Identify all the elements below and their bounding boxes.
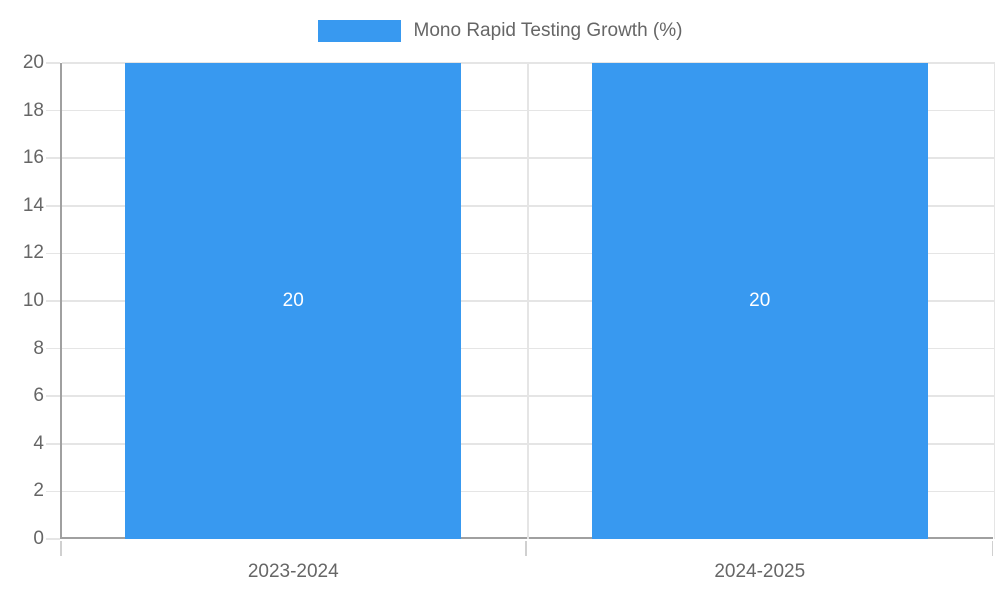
- gridline: [62, 443, 995, 445]
- y-axis-tick: [46, 252, 60, 255]
- x-axis-tick: [991, 541, 993, 556]
- y-axis-tick: [46, 109, 60, 112]
- y-tick-label: 6: [33, 385, 44, 407]
- y-axis-tick: [46, 62, 60, 64]
- gridline: [62, 252, 995, 255]
- x-tick-label: 2024-2025: [714, 561, 806, 582]
- y-axis-tick: [46, 538, 60, 540]
- legend-item[interactable]: Mono Rapid Testing Growth (%): [317, 20, 683, 42]
- y-tick-label: 4: [33, 432, 44, 454]
- bar[interactable]: [125, 63, 462, 539]
- x-axis-tick: [525, 541, 527, 556]
- plot-area: [60, 62, 995, 539]
- gridline: [527, 63, 529, 539]
- y-tick-label: 16: [22, 147, 44, 169]
- gridline: [62, 62, 995, 64]
- gridline: [62, 157, 995, 159]
- y-tick-label: 20: [22, 52, 44, 73]
- gridline: [62, 300, 995, 302]
- gridline: [993, 63, 995, 539]
- y-axis-tick: [46, 443, 60, 445]
- x-axis-tick: [60, 541, 62, 556]
- gridline: [62, 395, 995, 397]
- y-axis-tick: [46, 490, 60, 493]
- chart-legend: Mono Rapid Testing Growth (%): [0, 20, 1000, 42]
- y-tick-label: 0: [33, 528, 44, 549]
- y-tick-label: 8: [33, 337, 44, 359]
- y-axis-tick: [46, 157, 60, 159]
- legend-label: Mono Rapid Testing Growth (%): [413, 20, 683, 41]
- y-tick-label: 2: [33, 480, 44, 502]
- y-axis-tick: [46, 395, 60, 397]
- gridline: [62, 490, 995, 493]
- bar-value-label: 20: [749, 290, 771, 311]
- legend-swatch-icon: [317, 20, 401, 42]
- gridline: [62, 347, 995, 350]
- bar[interactable]: [591, 63, 928, 539]
- y-tick-label: 18: [22, 99, 44, 121]
- y-axis-tick: [46, 300, 60, 302]
- y-tick-label: 14: [22, 194, 44, 216]
- gridline: [62, 109, 995, 112]
- x-tick-label: 2023-2024: [247, 561, 339, 582]
- gridline: [62, 205, 995, 207]
- bar-value-label: 20: [282, 290, 304, 311]
- y-tick-label: 12: [22, 242, 44, 264]
- y-axis-tick: [46, 347, 60, 350]
- y-axis-tick: [46, 205, 60, 207]
- y-tick-label: 10: [22, 290, 44, 311]
